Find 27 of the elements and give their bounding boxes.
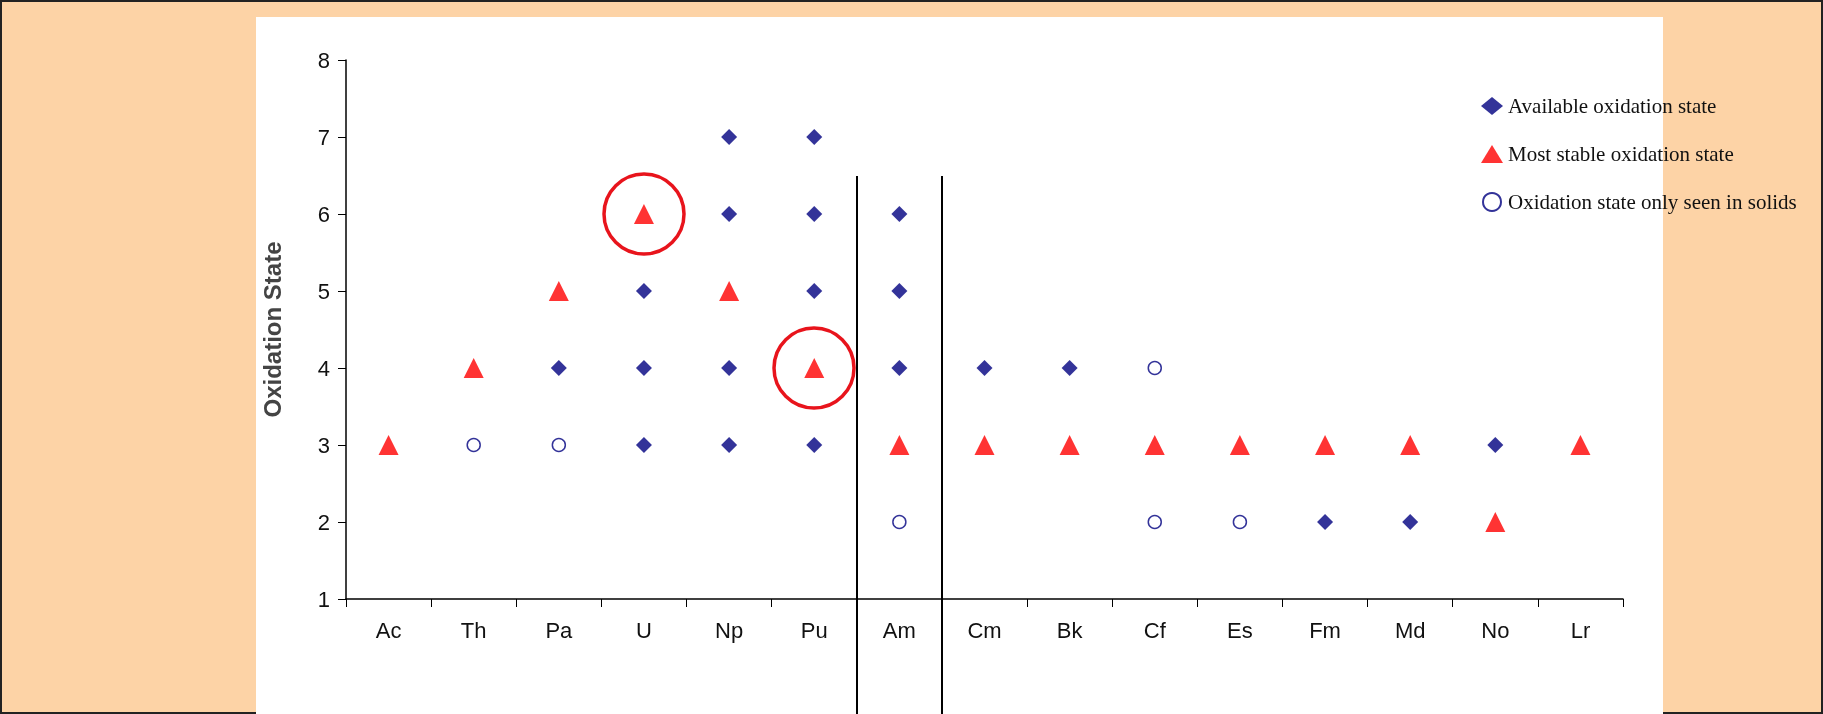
x-tick-label: Md [1394, 617, 1426, 643]
y-tick-label: 5 [317, 278, 330, 304]
y-tick-label: 1 [317, 586, 330, 612]
x-tick-label: Cm [967, 617, 1002, 643]
y-tick-label: 8 [317, 47, 330, 73]
x-tick-label: No [1481, 617, 1510, 643]
x-tick-label: Th [460, 617, 487, 643]
x-tick-label: Am [882, 617, 916, 643]
x-tick-label: Pu [800, 617, 828, 643]
legend-label: Available oxidation state [1508, 94, 1717, 118]
y-tick-label: 3 [317, 432, 330, 458]
y-tick-label: 7 [317, 124, 330, 150]
x-tick-label: U [636, 617, 652, 643]
y-tick-label: 6 [317, 201, 330, 227]
x-tick-label: Fm [1309, 617, 1341, 643]
y-tick-label: 4 [317, 355, 330, 381]
x-tick-label: Es [1227, 617, 1253, 643]
x-tick-label: Lr [1570, 617, 1591, 643]
x-tick-label: Pa [545, 617, 574, 643]
x-tick-label: Cf [1143, 617, 1167, 643]
legend-label: Oxidation state only seen in solids [1508, 190, 1797, 214]
x-tick-label: Bk [1056, 617, 1084, 643]
x-tick-label: Np [715, 617, 744, 643]
x-tick-label: Ac [375, 617, 402, 643]
y-tick-label: 2 [317, 509, 330, 535]
legend-label: Most stable oxidation state [1508, 142, 1734, 166]
y-axis-title: Oxidation State [258, 241, 286, 418]
